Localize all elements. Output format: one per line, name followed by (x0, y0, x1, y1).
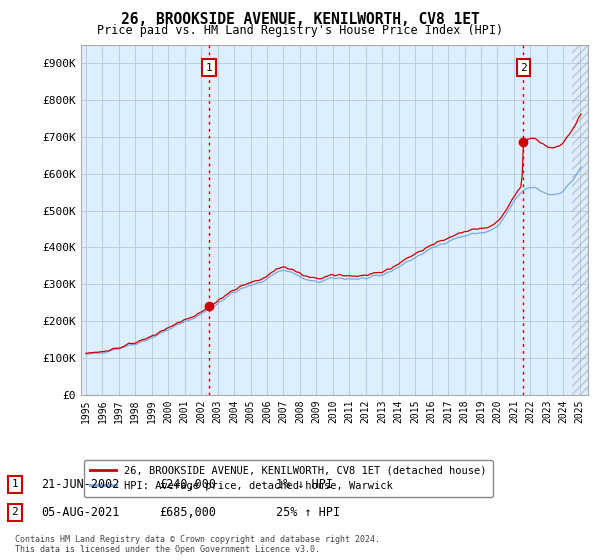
Text: 1: 1 (11, 479, 19, 489)
Text: 1: 1 (206, 63, 212, 73)
Text: £240,000: £240,000 (159, 478, 216, 491)
Text: 05-AUG-2021: 05-AUG-2021 (41, 506, 119, 519)
Legend: 26, BROOKSIDE AVENUE, KENILWORTH, CV8 1ET (detached house), HPI: Average price, : 26, BROOKSIDE AVENUE, KENILWORTH, CV8 1E… (83, 460, 493, 497)
Text: 1% ↓ HPI: 1% ↓ HPI (276, 478, 333, 491)
Text: 2: 2 (11, 507, 19, 517)
Text: £685,000: £685,000 (159, 506, 216, 519)
Text: Contains HM Land Registry data © Crown copyright and database right 2024.
This d: Contains HM Land Registry data © Crown c… (15, 535, 380, 554)
Text: 26, BROOKSIDE AVENUE, KENILWORTH, CV8 1ET: 26, BROOKSIDE AVENUE, KENILWORTH, CV8 1E… (121, 12, 479, 27)
Text: Price paid vs. HM Land Registry's House Price Index (HPI): Price paid vs. HM Land Registry's House … (97, 24, 503, 36)
Text: 21-JUN-2002: 21-JUN-2002 (41, 478, 119, 491)
Text: 25% ↑ HPI: 25% ↑ HPI (276, 506, 340, 519)
Bar (572, 45, 588, 395)
Text: 2: 2 (520, 63, 527, 73)
